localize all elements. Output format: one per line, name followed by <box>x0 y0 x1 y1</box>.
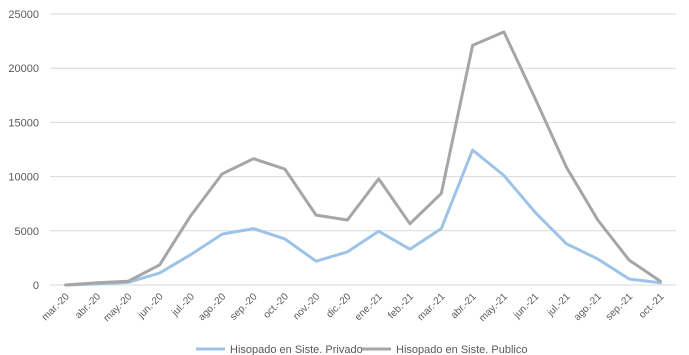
x-tick-label: may.-20 <box>102 291 135 324</box>
x-tick-label: ago.-20 <box>197 291 229 323</box>
legend-item-publico: Hisopado en Siste. Publico <box>362 344 527 355</box>
grid-lines <box>50 13 676 286</box>
x-tick-label: feb.-21 <box>386 291 416 321</box>
y-tick-label: 25000 <box>8 9 39 21</box>
x-tick-label: may.-21 <box>477 291 510 324</box>
series-line-publico <box>64 30 662 287</box>
x-tick-label: jun.-21 <box>511 291 541 321</box>
series-lines <box>64 30 662 287</box>
legend-item-privado: Hisopado en Siste. Privado <box>196 344 363 355</box>
x-tick-label: abr.-20 <box>73 291 103 321</box>
y-tick-label: 20000 <box>8 63 39 75</box>
x-tick-label: sep.-20 <box>228 291 260 323</box>
y-tick-label: 5000 <box>15 226 39 238</box>
x-tick-label: mar.-21 <box>416 291 448 323</box>
x-tick-label: sep.-21 <box>604 291 636 323</box>
legend-label-publico: Hisopado en Siste. Publico <box>396 344 527 355</box>
x-tick-label: ene.-21 <box>353 291 385 323</box>
series-line-privado <box>64 148 662 287</box>
y-tick-label: 15000 <box>8 117 39 129</box>
y-tick-label: 10000 <box>8 172 39 184</box>
y-axis: 0 5000 10000 15000 20000 25000 <box>8 9 39 292</box>
x-tick-label: dic.-20 <box>324 291 353 320</box>
legend-label-privado: Hisopado en Siste. Privado <box>230 344 363 355</box>
x-tick-label: nov.-20 <box>291 291 322 322</box>
x-tick-label: jun.-20 <box>136 291 166 321</box>
x-tick-label: ago.-21 <box>572 291 604 323</box>
x-tick-label: mar.-20 <box>40 291 72 323</box>
x-tick-label: oct.-21 <box>637 291 667 321</box>
y-tick-label: 0 <box>33 280 39 292</box>
x-tick-label: oct.-20 <box>261 291 291 321</box>
legend: Hisopado en Siste. Privado Hisopado en S… <box>196 344 527 355</box>
x-tick-label: jul.-20 <box>169 291 197 319</box>
x-tick-label: abr.-21 <box>449 291 479 321</box>
x-tick-label: jul.-21 <box>545 291 573 319</box>
